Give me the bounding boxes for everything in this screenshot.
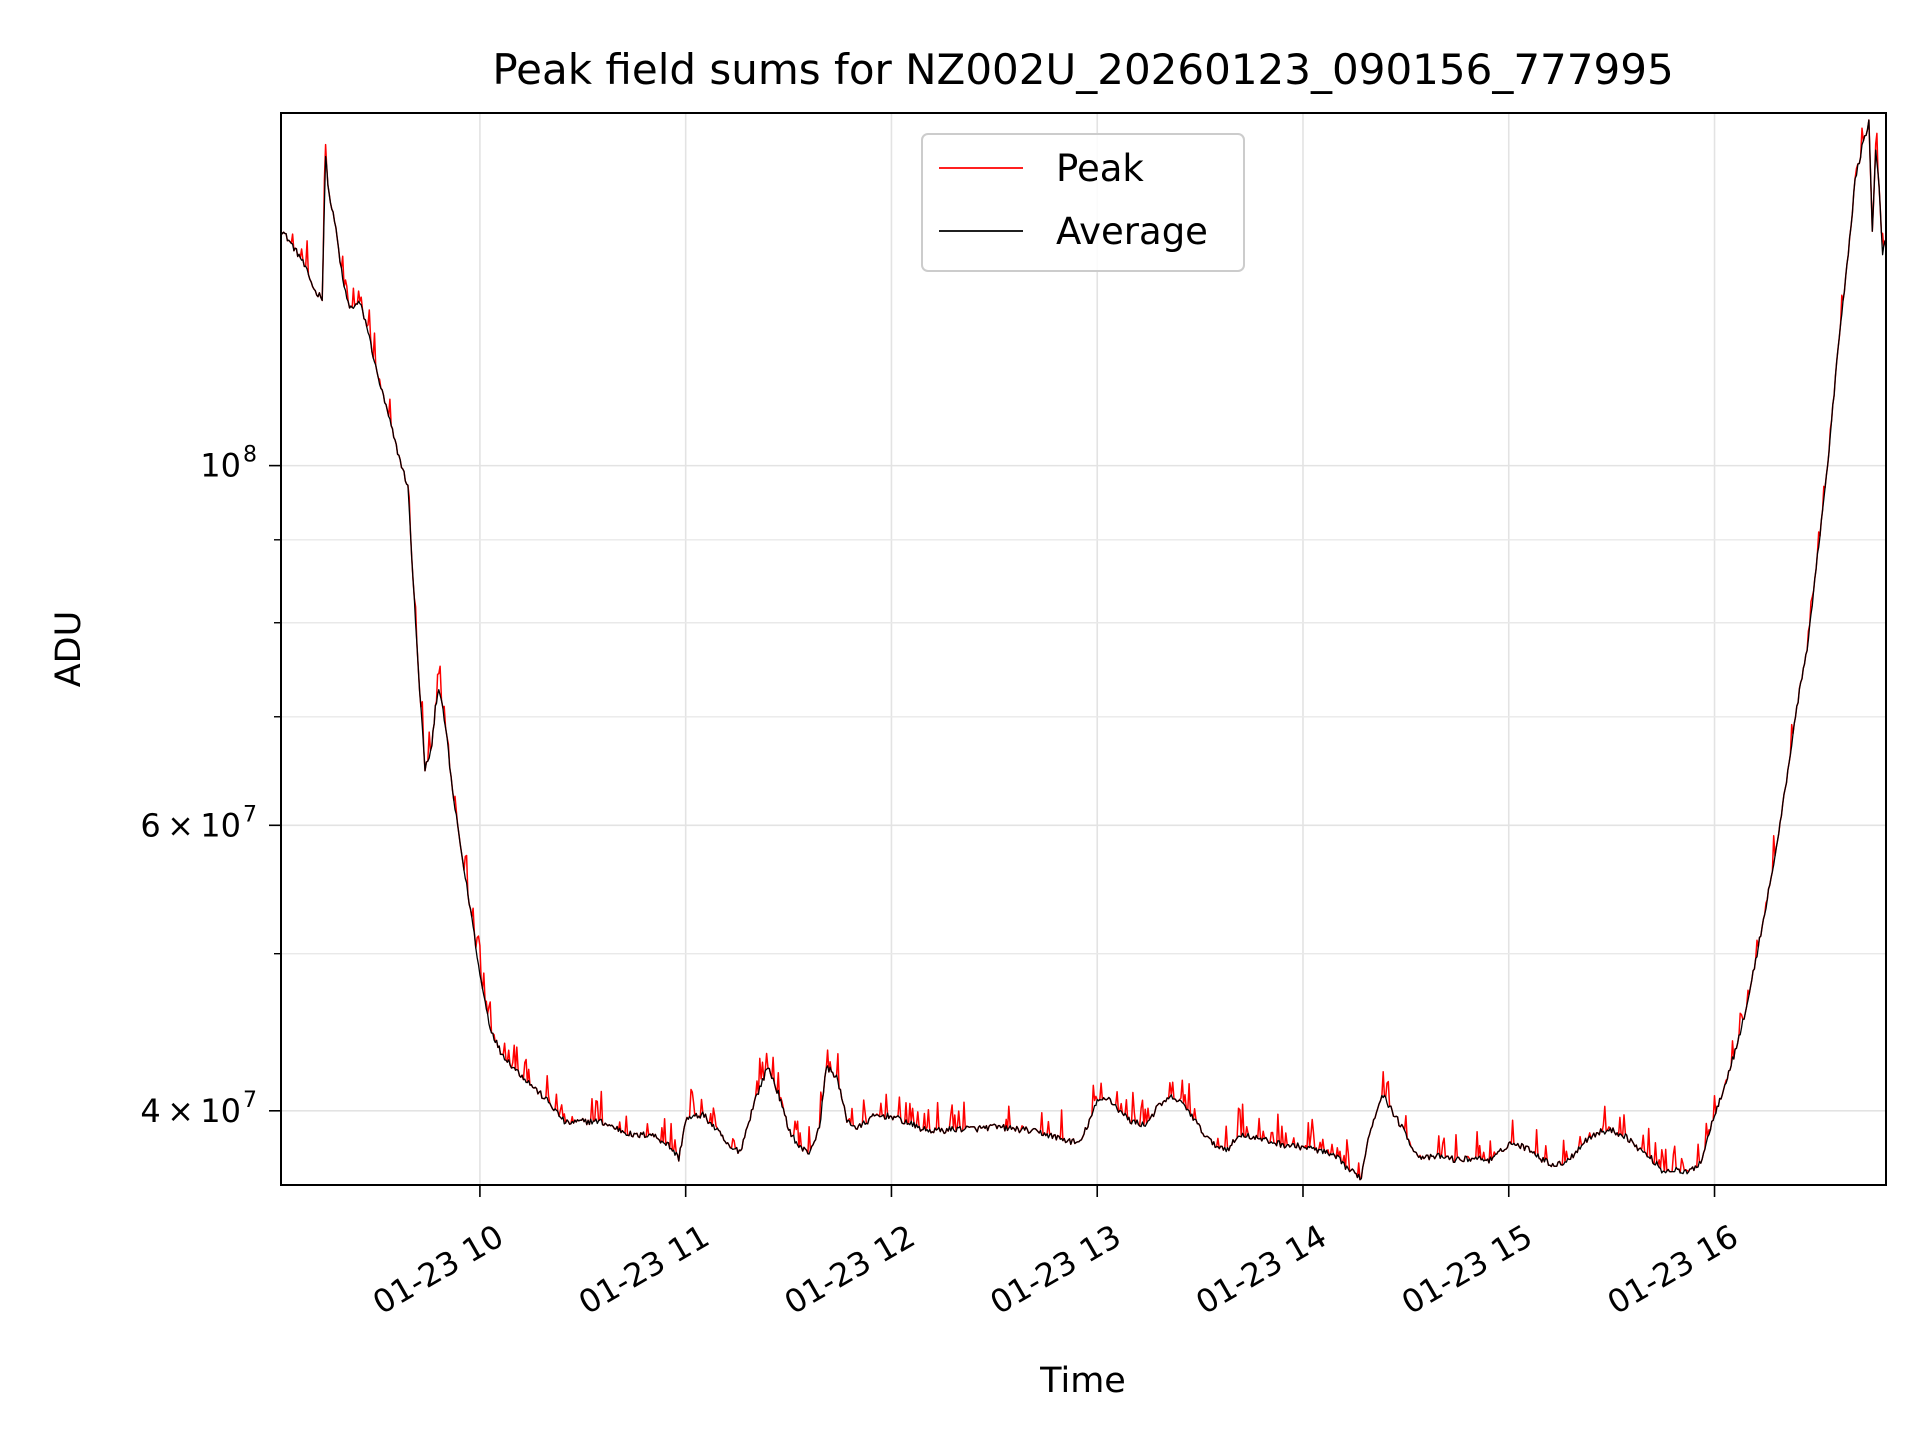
y-axis-label: ADU: [49, 611, 89, 688]
legend: Peak Average: [921, 133, 1245, 272]
y-tick-label-base: 4 × 10: [140, 1092, 241, 1130]
y-tick-label: 4 × 10: [140, 1092, 241, 1130]
chart-title: Peak field sums for NZ002U_20260123_0901…: [492, 45, 1673, 94]
y-tick-label-exponent: 7: [243, 802, 257, 827]
y-tick-label-exponent: 8: [243, 443, 257, 468]
legend-label-peak: Peak: [1056, 147, 1144, 190]
y-tick-label: 6 × 10: [140, 806, 241, 844]
plot-frame: [280, 112, 1887, 1186]
series-lines: [280, 119, 1887, 1181]
y-tick-label-exponent: 7: [243, 1088, 257, 1113]
y-tick-label-base: 10: [200, 447, 241, 485]
y-tick-label: 10: [200, 447, 241, 485]
series-line-average: [280, 119, 1887, 1181]
y-tick-label-base: 6 × 10: [140, 806, 241, 844]
x-axis-label: Time: [1039, 1361, 1126, 1401]
grid: [281, 113, 1886, 1185]
legend-label-average: Average: [1056, 210, 1208, 253]
